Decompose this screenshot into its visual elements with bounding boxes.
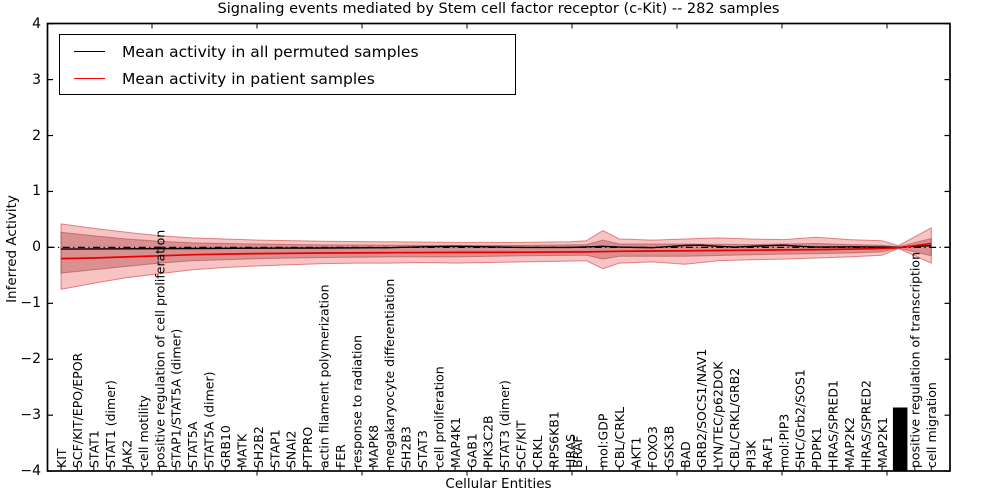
x-tick-label: MAPK8 bbox=[366, 425, 381, 468]
y-tick-label: 1 bbox=[32, 183, 41, 200]
y-tick-label: 2 bbox=[32, 127, 41, 144]
x-tick-label: HRAS/SPRED1 bbox=[826, 380, 841, 468]
x-tick-label: STAT1 (dimer) bbox=[103, 380, 118, 468]
x-tick-label: GSK3B bbox=[661, 426, 676, 468]
permuted-line-swatch bbox=[74, 51, 105, 52]
legend-item-permuted: Mean activity in all permuted samples bbox=[60, 38, 515, 65]
permuted-mean-line bbox=[60, 244, 932, 250]
x-tick-label: GRB2/SOCS1/NAV1 bbox=[694, 349, 709, 468]
x-tick-label: FER bbox=[333, 444, 348, 468]
x-tick-label: SCF/KIT/EPO/EPOR bbox=[70, 352, 85, 468]
y-tick-label: 0 bbox=[32, 239, 41, 256]
x-tick-label: AKT1 bbox=[629, 437, 644, 468]
y-tick-label: 3 bbox=[32, 71, 41, 88]
y-tick-label: 4 bbox=[32, 15, 41, 32]
overlapping-labels-cluster bbox=[892, 407, 908, 471]
x-tick-label: STAT5A bbox=[185, 421, 200, 468]
x-tick-label: cell motility bbox=[136, 394, 151, 468]
y-tick-label: −1 bbox=[20, 295, 41, 312]
x-tick-label: CBL/CRKL bbox=[612, 407, 627, 468]
x-tick-label: SH2B2 bbox=[251, 426, 266, 468]
x-tick-label: positive regulation of transcription bbox=[908, 252, 923, 468]
patient-mean-line bbox=[60, 242, 932, 260]
x-tick-label: STAP1/STAT5A (dimer) bbox=[169, 329, 184, 468]
x-tick-label: positive regulation of cell proliferatio… bbox=[152, 230, 167, 468]
x-tick-label: JAK2 bbox=[119, 440, 134, 469]
x-tick-label: SCF/KIT bbox=[514, 420, 529, 468]
x-tick-label: STAP1 bbox=[267, 429, 282, 468]
x-tick-label: actin filament polymerization bbox=[317, 284, 332, 468]
x-tick-label: STAT5A (dimer) bbox=[202, 372, 217, 468]
x-tick-label: HRAS bbox=[563, 434, 578, 468]
x-tick-label: KIT bbox=[54, 448, 69, 468]
x-tick-label: MAP2K2 bbox=[842, 417, 857, 468]
plot-frame bbox=[46, 22, 951, 472]
x-tick-label: mol:GDP bbox=[596, 413, 611, 468]
x-tick-label: STAT3 bbox=[415, 430, 430, 468]
x-tick-label: SNAI2 bbox=[284, 431, 299, 468]
x-tick-label: STAT3 (dimer) bbox=[497, 380, 512, 468]
outer-band bbox=[60, 223, 932, 290]
x-tick-label: GAB1 bbox=[464, 433, 479, 468]
x-axis-title: Cellular Entities bbox=[445, 476, 552, 492]
legend: Mean activity in all permuted samples Me… bbox=[59, 34, 516, 95]
x-tick-label: GRB10 bbox=[218, 425, 233, 468]
x-tick-label: RPS6KB1 bbox=[546, 411, 561, 468]
y-tick-label: −2 bbox=[20, 351, 41, 368]
x-tick-label: SH2B3 bbox=[399, 426, 414, 468]
x-tick-label: SHC/Grb2/SOS1 bbox=[793, 369, 808, 468]
x-tick-label: response to radiation bbox=[349, 335, 364, 468]
x-tick-label: STAT1 bbox=[87, 430, 102, 468]
x-tick-label: MAP4K1 bbox=[448, 417, 463, 468]
x-tick-label: LYN/TEC/p62DOK bbox=[711, 361, 726, 468]
x-tick-label: megakaryocyte differentiation bbox=[382, 279, 397, 468]
x-tick-label: CRKL bbox=[530, 435, 545, 468]
chart-title: Signaling events mediated by Stem cell f… bbox=[217, 1, 780, 17]
y-tick-label: −3 bbox=[20, 407, 41, 424]
x-tick-label: MAP2K1 bbox=[875, 417, 890, 468]
x-tick-label: cell migration bbox=[924, 382, 939, 468]
patient-line-swatch bbox=[74, 78, 105, 79]
x-tick-label: MATK bbox=[234, 433, 249, 468]
legend-label: Mean activity in patient samples bbox=[122, 69, 375, 88]
legend-label: Mean activity in all permuted samples bbox=[122, 42, 419, 61]
x-tick-label: HRAS/SPRED2 bbox=[858, 380, 873, 468]
x-tick-label: mol:PIP3 bbox=[776, 414, 791, 468]
x-tick-label: RAF1 bbox=[760, 436, 775, 468]
x-tick-label: CBL/CRKL/GRB2 bbox=[727, 368, 742, 468]
x-tick-label: PIK3C2B bbox=[481, 415, 496, 468]
legend-item-patient: Mean activity in patient samples bbox=[60, 65, 515, 92]
x-tick-label: PTPRO bbox=[300, 427, 315, 468]
x-tick-label: cell proliferation bbox=[431, 366, 446, 468]
x-tick-label: PI3K bbox=[743, 440, 758, 468]
x-tick-label: BAD bbox=[678, 441, 693, 468]
x-tick-label: BRAF bbox=[570, 436, 585, 469]
x-tick-label: FOXO3 bbox=[645, 426, 660, 468]
y-tick-label: −4 bbox=[20, 463, 41, 480]
x-tick-label: PDPK1 bbox=[809, 427, 824, 468]
